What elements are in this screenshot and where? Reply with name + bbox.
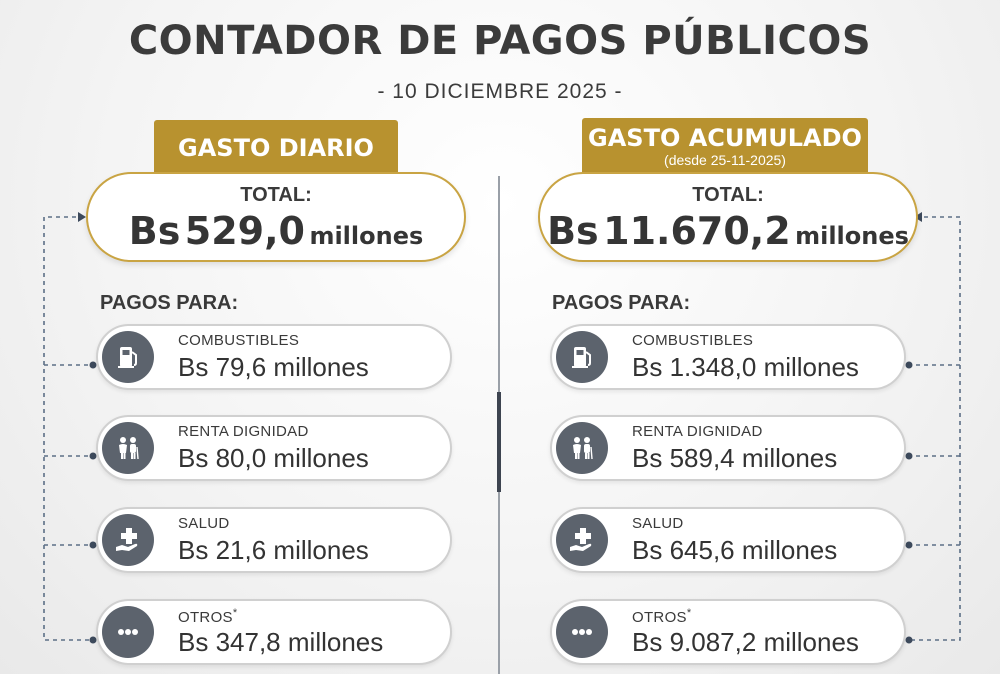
item-amount: 347,8 <box>215 627 281 657</box>
daily-tab: GASTO DIARIO <box>154 120 398 174</box>
daily-column: GASTO DIARIO TOTAL: Bs 529,0 millones PA… <box>43 120 466 665</box>
item-value: Bs 645,6 millones <box>632 535 838 565</box>
fuel-pump-icon <box>556 331 608 383</box>
cumulative-pagos-label: PAGOS PARA: <box>552 292 691 314</box>
item-value: Bs 21,6 millones <box>178 535 369 565</box>
daily-pagos-label: PAGOS PARA: <box>100 292 239 314</box>
daily-total-value: Bs 529,0 millones <box>88 209 464 253</box>
cumulative-total-value: Bs 11.670,2 millones <box>540 209 916 253</box>
item-category: OTROS* <box>632 607 692 626</box>
item-category: SALUD <box>178 515 230 532</box>
daily-total-amount: 529,0 <box>184 209 305 253</box>
unit-label: millones <box>309 222 424 250</box>
fuel-pump-icon <box>102 331 154 383</box>
daily-total-label: TOTAL: <box>240 184 312 206</box>
cumulative-column: GASTO ACUMULADO (desde 25-11-2025) TOTAL… <box>500 0 1000 674</box>
item-value: Bs 9.087,2 millones <box>632 627 859 657</box>
daily-total-box: TOTAL: Bs 529,0 millones <box>86 172 466 262</box>
item-value: Bs 80,0 millones <box>178 443 369 473</box>
cumulative-item-combustibles: COMBUSTIBLES Bs 1.348,0 millones <box>550 324 906 390</box>
cumulative-item-salud: SALUD Bs 645,6 millones <box>550 507 906 573</box>
health-care-icon <box>556 514 608 566</box>
page-title: CONTADOR DE PAGOS PÚBLICOS <box>128 18 872 64</box>
cumulative-total-amount: 11.670,2 <box>603 209 791 253</box>
daily-item-combustibles: COMBUSTIBLES Bs 79,6 millones <box>96 324 452 390</box>
item-amount: 9.087,2 <box>669 627 757 657</box>
column-divider-accent <box>497 392 501 492</box>
item-value: Bs 347,8 millones <box>178 627 384 657</box>
currency-prefix: Bs <box>128 209 181 253</box>
item-category: RENTA DIGNIDAD <box>178 423 309 440</box>
elderly-couple-icon <box>102 422 154 474</box>
item-amount: 21,6 <box>215 535 267 565</box>
health-care-icon <box>102 514 154 566</box>
item-amount: 645,6 <box>669 535 735 565</box>
item-amount: 79,6 <box>215 352 267 382</box>
cumulative-tab-label: GASTO ACUMULADO <box>588 124 862 152</box>
daily-connector-lines <box>43 212 97 644</box>
cumulative-tab-sublabel: (desde 25-11-2025) <box>664 152 786 168</box>
cumulative-item-otros: OTROS* Bs 9.087,2 millones <box>550 599 906 665</box>
page-date: - 10 DICIEMBRE 2025 - <box>377 80 623 103</box>
item-category: SALUD <box>632 515 684 532</box>
currency-prefix: Bs <box>547 209 599 253</box>
item-amount: 1.348,0 <box>669 352 757 382</box>
daily-item-salud: SALUD Bs 21,6 millones <box>96 507 452 573</box>
unit-label: millones <box>795 222 909 250</box>
item-value: Bs 1.348,0 millones <box>632 352 859 382</box>
more-dots-icon <box>102 606 154 658</box>
cumulative-total-label: TOTAL: <box>692 184 764 206</box>
daily-item-otros: OTROS* Bs 347,8 millones <box>96 599 452 665</box>
item-amount: 589,4 <box>669 443 735 473</box>
elderly-couple-icon <box>556 422 608 474</box>
cumulative-total-box: TOTAL: Bs 11.670,2 millones <box>538 172 918 262</box>
item-value: Bs 79,6 millones <box>178 352 369 382</box>
item-value: Bs 589,4 millones <box>632 443 838 473</box>
cumulative-item-renta-dignidad: RENTA DIGNIDAD Bs 589,4 millones <box>550 415 906 481</box>
more-dots-icon <box>556 606 608 658</box>
item-category: RENTA DIGNIDAD <box>632 423 763 440</box>
item-category: OTROS* <box>178 607 238 626</box>
cumulative-tab: GASTO ACUMULADO (desde 25-11-2025) <box>582 118 868 174</box>
item-category: COMBUSTIBLES <box>632 332 754 349</box>
cumulative-connector-lines <box>905 212 961 644</box>
item-category: COMBUSTIBLES <box>178 332 300 349</box>
daily-item-renta-dignidad: RENTA DIGNIDAD Bs 80,0 millones <box>96 415 452 481</box>
item-amount: 80,0 <box>215 443 267 473</box>
